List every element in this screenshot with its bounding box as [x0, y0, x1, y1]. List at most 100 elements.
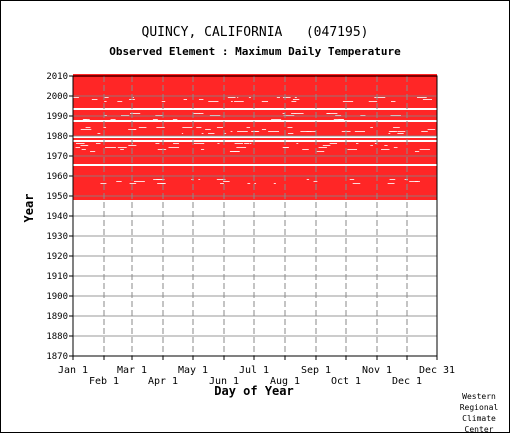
year-data-row: [73, 184, 437, 186]
year-data-row: [73, 96, 437, 98]
missing-data-gap: [381, 149, 390, 150]
missing-data-gap: [388, 133, 391, 134]
missing-data-gap: [128, 129, 136, 130]
missing-data-gap: [360, 115, 366, 116]
year-data-row: [73, 100, 437, 102]
missing-data-gap: [374, 97, 386, 98]
year-data-row: [73, 84, 437, 86]
missing-data-gap: [104, 97, 109, 98]
missing-data-gap: [276, 97, 280, 98]
missing-data-gap: [152, 119, 158, 120]
year-data-row: [73, 156, 437, 158]
missing-data-gap: [208, 101, 219, 102]
y-tick-label: 1920: [46, 252, 68, 262]
year-data-row: [73, 138, 437, 140]
missing-data-gap: [390, 115, 401, 116]
missing-data-gap: [389, 179, 396, 180]
year-data-row: [73, 132, 437, 134]
missing-data-gap: [393, 127, 400, 128]
missing-data-gap: [246, 127, 251, 128]
x-tick-label: Apr 1: [148, 376, 178, 387]
missing-data-gap: [287, 127, 293, 128]
wrcc-credit: Western Regional Climate Center: [451, 391, 507, 435]
year-data-row: [73, 174, 437, 176]
missing-data-gap: [391, 101, 396, 102]
missing-data-gap: [287, 133, 294, 134]
missing-data-gap: [120, 115, 130, 116]
missing-data-gap: [404, 179, 408, 180]
x-tick-label: Jan 1: [58, 365, 88, 376]
missing-data-gap: [252, 131, 259, 132]
missing-data-gap: [368, 101, 378, 102]
year-data-row: [73, 190, 437, 192]
missing-data-gap: [248, 97, 251, 98]
year-data-row: [73, 118, 437, 120]
missing-data-gap: [172, 119, 178, 120]
missing-data-gap: [374, 143, 378, 144]
missing-data-gap: [237, 131, 248, 132]
missing-data-gap: [155, 115, 163, 116]
missing-data-gap: [271, 119, 282, 120]
missing-data-gap: [217, 143, 220, 144]
year-data-row: [73, 176, 437, 178]
y-tick-label: 1990: [46, 112, 68, 122]
year-data-row: [73, 166, 437, 168]
x-axis-label: Day of Year: [214, 384, 293, 398]
missing-data-gap: [306, 131, 312, 132]
year-data-row: [73, 80, 437, 82]
missing-data-gap: [416, 97, 427, 98]
year-data-row: [73, 168, 437, 170]
year-data-row: [73, 160, 437, 162]
year-data-row: [73, 148, 437, 150]
y-tick-label: 2010: [46, 72, 68, 82]
chart-title: QUINCY, CALIFORNIA (047195): [141, 25, 369, 40]
missing-data-gap: [156, 127, 165, 128]
axis-layer: 2010 2000 1990 1980 1970 1960 1950 1940 1930 1920…: [46, 72, 455, 387]
year-data-row: [73, 178, 437, 180]
missing-data-gap: [329, 143, 338, 144]
missing-data-gap: [223, 133, 227, 134]
x-tick-label: Dec 1: [392, 376, 422, 387]
year-data-row: [73, 186, 437, 188]
missing-data-gap: [421, 131, 428, 132]
missing-data-gap: [81, 149, 86, 150]
missing-data-gap: [200, 149, 205, 150]
missing-data-gap: [352, 183, 361, 184]
missing-data-gap: [205, 129, 211, 130]
year-data-row: [73, 86, 437, 88]
year-data-row: [73, 74, 437, 76]
missing-data-gap: [83, 119, 90, 120]
year-data-row: [73, 114, 437, 116]
missing-data-gap: [237, 97, 239, 98]
missing-data-gap: [193, 113, 200, 114]
missing-data-gap: [97, 133, 101, 134]
missing-data-gap: [294, 97, 297, 98]
missing-data-gap: [282, 97, 291, 98]
missing-data-gap: [234, 143, 243, 144]
y-tick-label: 1880: [46, 332, 68, 342]
missing-data-gap: [129, 183, 137, 184]
missing-data-gap: [370, 145, 374, 146]
missing-data-gap: [422, 99, 433, 100]
missing-data-gap: [236, 147, 247, 148]
missing-data-gap: [110, 119, 116, 120]
year-data-row: [73, 76, 437, 78]
year-data-row: [73, 154, 437, 156]
missing-data-gap: [415, 181, 419, 182]
missing-data-gap: [117, 147, 127, 148]
y-tick-label: 1970: [46, 152, 68, 162]
missing-data-gap: [153, 179, 159, 180]
missing-data-gap: [198, 99, 204, 100]
year-data-row: [73, 172, 437, 174]
missing-data-gap: [85, 127, 91, 128]
missing-data-gap: [296, 143, 299, 144]
year-data-row: [73, 124, 437, 126]
year-data-row: [73, 126, 437, 128]
year-data-row: [73, 110, 437, 112]
y-tick-label: 1940: [46, 212, 68, 222]
credit-line: Western: [462, 392, 496, 401]
missing-data-gap: [134, 181, 145, 182]
year-data-row: [73, 180, 437, 182]
